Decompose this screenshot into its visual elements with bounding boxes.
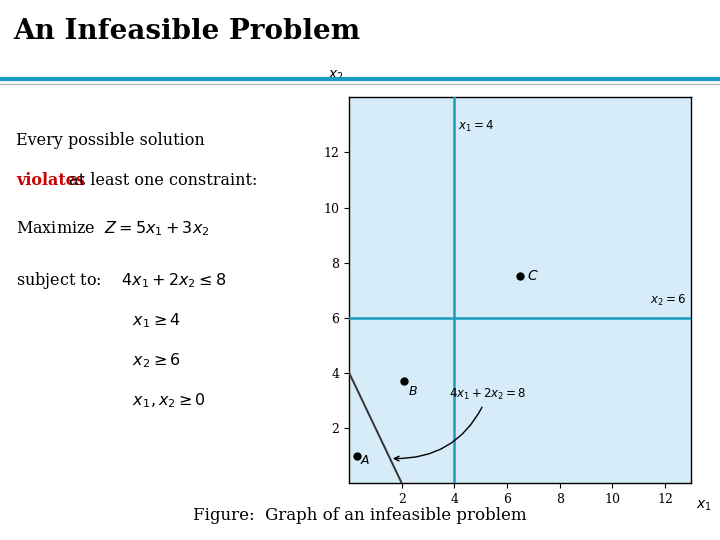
Text: $A$: $A$ [360, 454, 370, 467]
Text: An Infeasible Problem: An Infeasible Problem [13, 17, 360, 44]
Text: subject to:    $4x_1 + 2x_2 \leq 8$: subject to: $4x_1 + 2x_2 \leq 8$ [17, 269, 227, 291]
Text: $C$: $C$ [527, 269, 539, 284]
Text: $4x_1 + 2x_2 = 8$: $4x_1 + 2x_2 = 8$ [395, 387, 526, 461]
Text: $B$: $B$ [408, 385, 418, 398]
Text: violates: violates [17, 172, 86, 188]
Text: Figure:  Graph of an infeasible problem: Figure: Graph of an infeasible problem [193, 507, 527, 524]
Text: $x_1 \geq 4$: $x_1 \geq 4$ [17, 312, 181, 330]
Text: $x_1 = 4$: $x_1 = 4$ [459, 119, 495, 134]
Text: $x_2 \geq 6$: $x_2 \geq 6$ [17, 352, 181, 370]
Text: $x_1$: $x_1$ [696, 498, 712, 512]
Text: Maximize  $Z = 5x_1 + 3x_2$: Maximize $Z = 5x_1 + 3x_2$ [17, 220, 210, 238]
Text: $x_2 = 6$: $x_2 = 6$ [650, 293, 686, 308]
Text: Every possible solution: Every possible solution [17, 132, 205, 148]
Text: $x_1, x_2 \geq 0$: $x_1, x_2 \geq 0$ [17, 392, 207, 410]
Text: at least one constraint:: at least one constraint: [65, 172, 258, 188]
Text: $x_2$: $x_2$ [328, 69, 344, 83]
